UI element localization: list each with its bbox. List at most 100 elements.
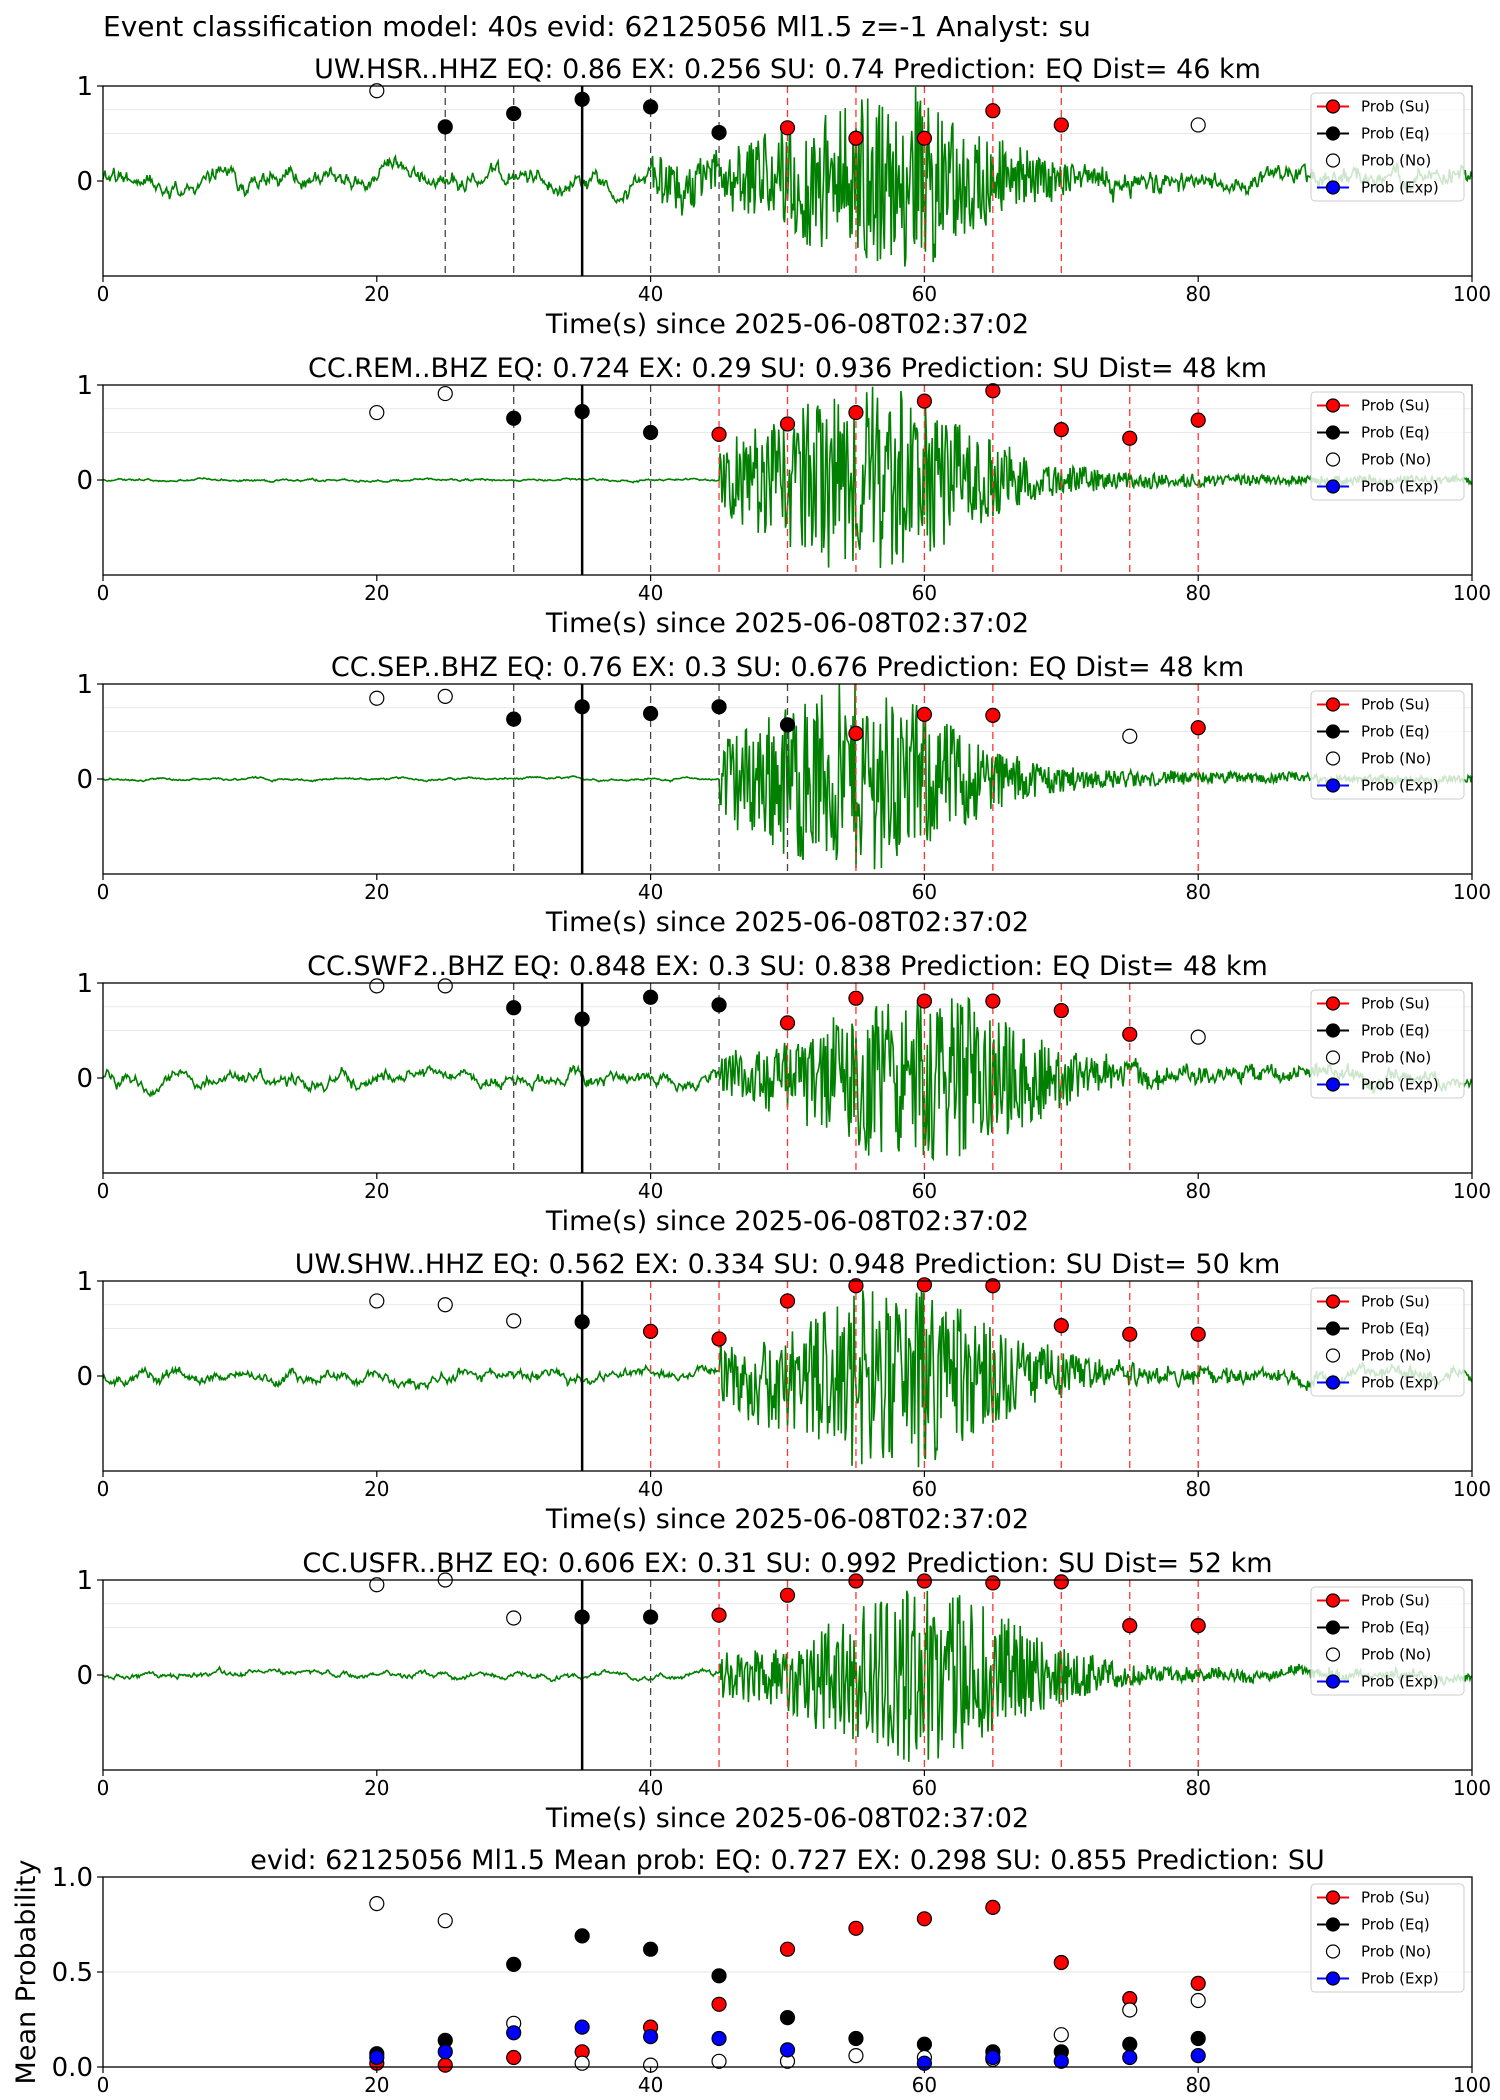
legend-box: [1310, 989, 1465, 1099]
marker-su: [1053, 422, 1069, 438]
mean-marker-exp: [506, 2025, 522, 2041]
legend-box: [1310, 92, 1465, 202]
y-tick-label: 0: [76, 1064, 93, 1094]
legend-label: Prob (Exp): [1361, 1374, 1439, 1392]
mean-marker-su: [506, 2049, 522, 2066]
marker-eq: [574, 1011, 590, 1027]
legend-box: [1310, 1883, 1465, 1993]
legend-marker-exp: [1325, 1077, 1341, 1092]
waveform-panel-1: UW.HSR..HHZ EQ: 0.86 EX: 0.256 SU: 0.74 …: [76, 54, 1491, 340]
marker-no: [437, 385, 453, 402]
waveform-panel-5: UW.SHW..HHZ EQ: 0.562 EX: 0.334 SU: 0.94…: [76, 1249, 1491, 1535]
x-tick-label: 0: [97, 581, 110, 605]
x-tick-label: 80: [1185, 1477, 1210, 1501]
mean-marker-no: [369, 1895, 385, 1912]
marker-su: [1122, 1326, 1138, 1342]
legend-label: Prob (Su): [1361, 1889, 1430, 1907]
mean-marker-no: [1190, 1992, 1206, 2009]
y-tick-label: 1: [76, 72, 93, 102]
x-tick-label: 60: [912, 581, 937, 605]
marker-no: [437, 978, 453, 994]
mean-marker-no: [574, 2055, 590, 2071]
mean-marker-su: [1190, 1975, 1206, 1992]
marker-su: [916, 993, 933, 1009]
marker-no: [437, 688, 453, 704]
marker-no: [369, 1293, 385, 1309]
x-tick-label: 0: [97, 282, 110, 306]
legend-label: Prob (No): [1361, 1347, 1431, 1365]
legend-label: Prob (Su): [1361, 98, 1430, 116]
x-tick-label: 40: [638, 2073, 663, 2097]
marker-su: [985, 707, 1001, 723]
x-tick-label: 40: [638, 1477, 663, 1501]
x-tick-label: 40: [638, 581, 663, 605]
legend-marker-no: [1325, 1647, 1341, 1662]
marker-su: [848, 1278, 864, 1294]
y-tick-label: 0: [76, 765, 93, 795]
marker-su: [1053, 1318, 1069, 1334]
x-axis-label: Time(s) since 2025-06-08T02:37:02: [545, 1803, 1029, 1834]
marker-su: [1190, 1617, 1206, 1634]
legend-label: Prob (Eq): [1361, 723, 1430, 741]
marker-eq: [711, 124, 727, 141]
marker-eq: [574, 1314, 590, 1330]
marker-eq: [574, 699, 590, 715]
marker-su: [711, 426, 727, 442]
mean-marker-exp: [711, 2030, 727, 2047]
legend-marker-su: [1325, 1294, 1341, 1309]
mean-marker-eq: [506, 1956, 522, 1973]
legend-label: Prob (Eq): [1361, 125, 1430, 143]
panel-title: CC.REM..BHZ EQ: 0.724 EX: 0.29 SU: 0.936…: [308, 353, 1267, 384]
legend-label: Prob (Exp): [1361, 179, 1439, 197]
x-tick-label: 20: [364, 581, 389, 605]
marker-su: [779, 120, 796, 136]
legend-box: [1310, 1287, 1465, 1397]
legend-label: Prob (Eq): [1361, 424, 1430, 442]
marker-no: [369, 978, 385, 994]
x-tick-label: 40: [638, 282, 663, 306]
legend-label: Prob (Su): [1361, 1592, 1430, 1610]
y-tick-label: 1.0: [52, 1863, 93, 1893]
x-tick-label: 20: [364, 282, 389, 306]
marker-su: [916, 393, 933, 409]
marker-su: [1122, 430, 1138, 446]
mean-marker-eq: [711, 1968, 727, 1984]
marker-su: [916, 706, 933, 723]
marker-eq: [506, 410, 522, 426]
x-tick-label: 100: [1453, 880, 1491, 904]
marker-su: [848, 404, 864, 421]
marker-eq: [642, 99, 659, 115]
marker-eq: [642, 424, 659, 441]
x-tick-label: 100: [1453, 1776, 1491, 1800]
marker-su: [916, 1573, 933, 1589]
marker-su: [848, 1573, 864, 1589]
legend-marker-eq: [1325, 1620, 1341, 1635]
x-tick-label: 20: [364, 1179, 389, 1203]
x-tick-label: 20: [364, 1477, 389, 1501]
mean-marker-eq: [642, 1941, 659, 1957]
mean-probability-panel: evid: 62125056 Ml1.5 Mean prob: EQ: 0.72…: [11, 1845, 1491, 2097]
figure-suptitle: Event classification model: 40s evid: 62…: [103, 10, 1091, 43]
legend-marker-exp: [1325, 1674, 1341, 1689]
mean-marker-no: [1122, 2002, 1138, 2018]
x-tick-label: 80: [1185, 282, 1210, 306]
x-axis-label: Time(s) since 2025-06-08T02:37:02: [545, 1504, 1029, 1535]
x-tick-label: 60: [912, 1477, 937, 1501]
marker-no: [1122, 728, 1138, 744]
mean-marker-su: [779, 1941, 796, 1957]
mean-marker-eq: [779, 2009, 796, 2026]
marker-su: [1190, 1326, 1206, 1342]
legend-marker-exp: [1325, 479, 1341, 494]
legend-box: [1310, 1586, 1465, 1696]
x-axis-label: Time(s) since 2025-06-08T02:37:02: [545, 907, 1029, 938]
waveform-panel-4: CC.SWF2..BHZ EQ: 0.848 EX: 0.3 SU: 0.838…: [76, 951, 1491, 1237]
x-tick-label: 100: [1453, 2073, 1491, 2097]
mean-marker-su: [1053, 1954, 1069, 1971]
mean-marker-no: [1053, 2027, 1069, 2043]
panel-title: CC.USFR..BHZ EQ: 0.606 EX: 0.31 SU: 0.99…: [302, 1548, 1272, 1579]
x-tick-label: 60: [912, 1776, 937, 1800]
y-tick-label: 0.5: [52, 1958, 93, 1988]
x-tick-label: 60: [912, 1179, 937, 1203]
marker-no: [1190, 1029, 1206, 1045]
